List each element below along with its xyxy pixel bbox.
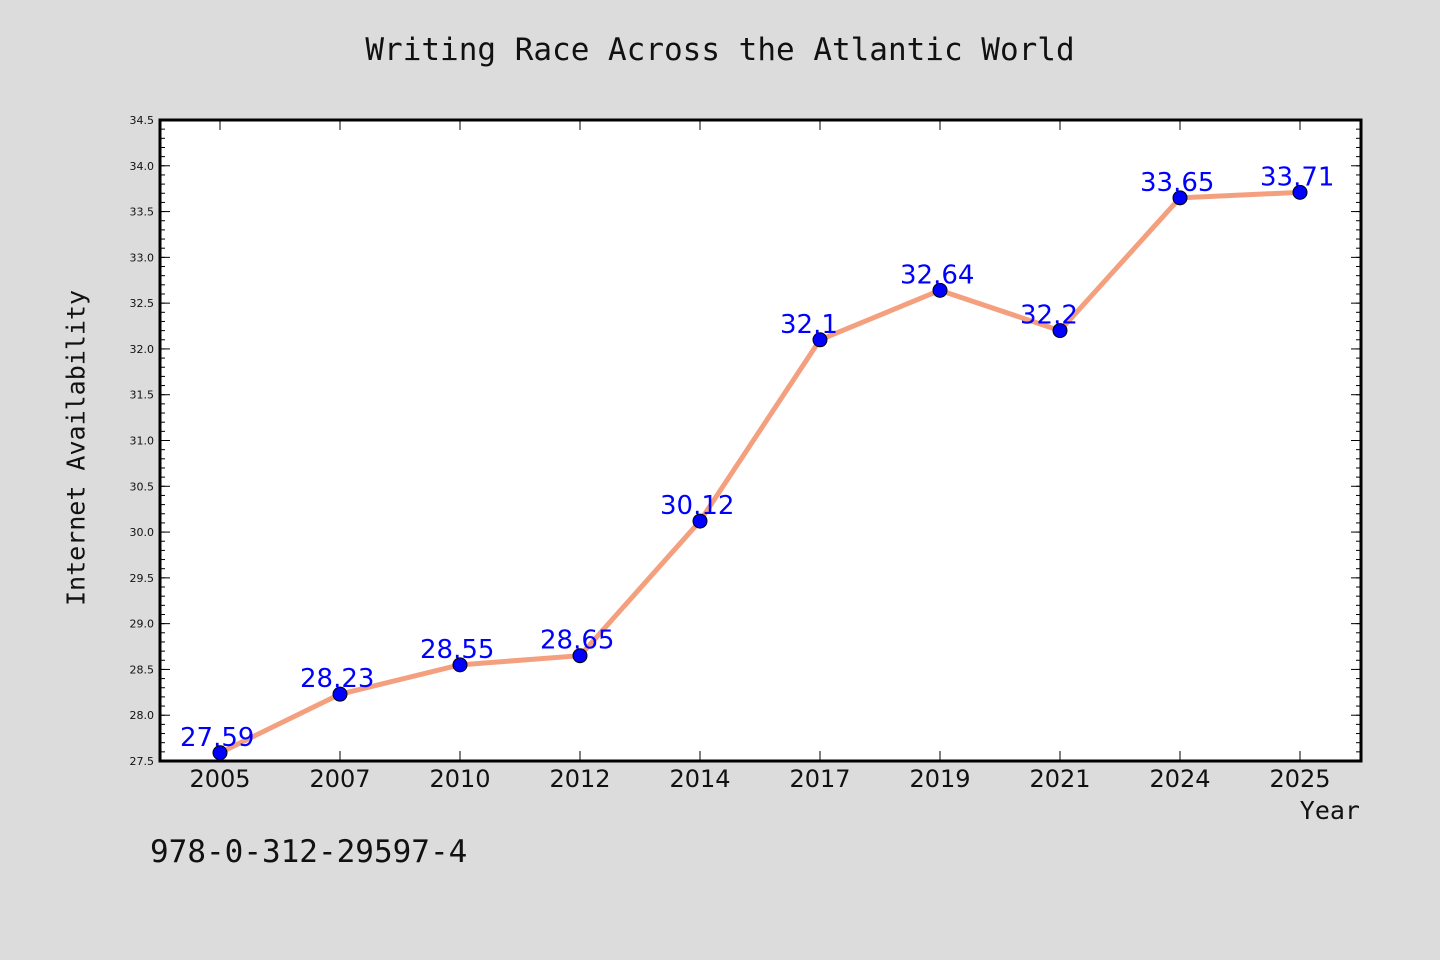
- y-tick-label: 27.5: [130, 755, 155, 768]
- series-line: [217, 189, 1303, 756]
- y-tick-label: 34.0: [130, 160, 155, 173]
- y-tick-label: 34.5: [130, 114, 155, 127]
- data-label: 27.59: [180, 723, 254, 753]
- isbn-code: 978-0-312-29597-4: [150, 834, 468, 870]
- data-label: 28.23: [300, 664, 374, 694]
- data-point: [932, 282, 948, 298]
- x-tick-label: 2024: [1149, 765, 1210, 793]
- x-tick-label: 2014: [669, 765, 730, 793]
- data-label: 30.12: [660, 491, 734, 521]
- data-label: 33.71: [1260, 162, 1334, 192]
- data-label: 28.55: [420, 635, 494, 665]
- y-tick-label: 30.5: [130, 480, 155, 493]
- y-tick-label: 29.5: [130, 572, 155, 585]
- y-tick-label: 32.5: [130, 297, 155, 310]
- data-point: [1172, 190, 1188, 206]
- plot-area: [160, 120, 1361, 761]
- x-tick-label: 2017: [789, 765, 850, 793]
- data-label: 32.1: [780, 310, 838, 340]
- data-label: 33.65: [1140, 168, 1214, 198]
- data-point: [1292, 184, 1308, 200]
- x-tick-label: 2005: [189, 765, 250, 793]
- x-tick-label: 2019: [909, 765, 970, 793]
- plot-frame: [158, 118, 1363, 763]
- y-tick-label: 28.5: [130, 663, 155, 676]
- x-tick-label: 2025: [1269, 765, 1330, 793]
- y-tick-label: 33.0: [130, 251, 155, 264]
- y-tick-label: 31.5: [130, 389, 155, 402]
- x-axis-label: Year: [1299, 796, 1360, 825]
- x-tick-label: 2012: [549, 765, 610, 793]
- chart-title: Writing Race Across the Atlantic World: [365, 32, 1075, 68]
- y-tick-label: 29.0: [130, 618, 155, 631]
- data-point: [1052, 323, 1068, 339]
- data-point: [452, 657, 468, 673]
- y-tick-label: 32.0: [130, 343, 155, 356]
- x-tick-label: 2010: [429, 765, 490, 793]
- y-tick-label: 28.0: [130, 709, 155, 722]
- data-point: [692, 513, 708, 529]
- data-label: 32.64: [900, 260, 974, 290]
- data-point: [812, 332, 828, 348]
- x-tick-label: 2007: [309, 765, 370, 793]
- y-tick-label: 33.5: [130, 206, 155, 219]
- x-tick-label: 2021: [1029, 765, 1090, 793]
- data-point: [572, 648, 588, 664]
- data-label: 32.2: [1020, 301, 1078, 331]
- data-point: [332, 686, 348, 702]
- y-tick-label: 30.0: [130, 526, 155, 539]
- data-label: 28.65: [540, 626, 614, 656]
- y-tick-label: 31.0: [130, 435, 155, 448]
